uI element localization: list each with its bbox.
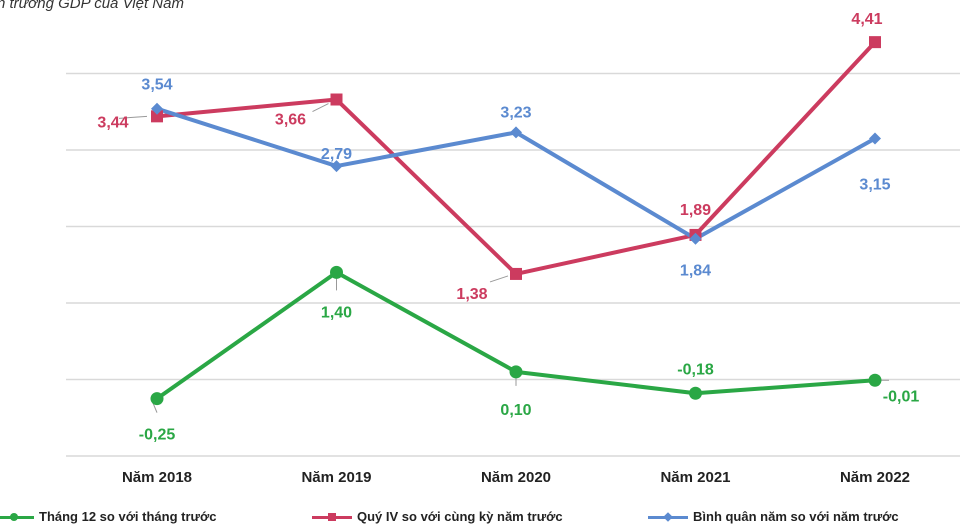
legend-swatch-diamond bbox=[648, 511, 688, 523]
leader-line bbox=[118, 115, 148, 119]
data-point bbox=[330, 265, 343, 279]
data-label: 1,38 bbox=[456, 286, 487, 303]
label-leader-lines bbox=[118, 103, 889, 413]
data-point bbox=[330, 160, 343, 173]
legend-item-blue: Bình quân năm so với năm trước bbox=[648, 509, 899, 524]
data-point bbox=[510, 267, 522, 280]
data-labels: -0,25 1,40 0,10 -0,18 -0,01 3,44 3,66 1,38 1,89 4… bbox=[97, 11, 919, 443]
legend-label: Bình quân năm so với năm trước bbox=[693, 509, 899, 524]
series-line bbox=[155, 40, 877, 276]
data-label: 3,15 bbox=[859, 177, 890, 194]
gridlines bbox=[66, 72, 960, 457]
data-label: -0,18 bbox=[677, 361, 714, 378]
x-tick-label: Năm 2020 bbox=[481, 469, 551, 486]
x-tick-label: Năm 2022 bbox=[840, 469, 910, 486]
chart-subtitle: n trưởng GDP của Việt Nam bbox=[0, 0, 184, 12]
data-label: 2,79 bbox=[321, 146, 352, 163]
line-chart: Năm 2018 Năm 2019 Năm 2020 Năm 2021 Năm 2022… bbox=[66, 11, 960, 486]
data-point bbox=[689, 232, 702, 245]
data-point bbox=[150, 392, 164, 406]
leader-line bbox=[489, 275, 509, 283]
series-markers bbox=[150, 36, 882, 406]
x-tick-label: Năm 2021 bbox=[660, 469, 730, 486]
legend-item-red: Quý IV so với cùng kỳ năm trước bbox=[312, 509, 563, 524]
series-lines bbox=[155, 40, 877, 401]
legend-label: Tháng 12 so với tháng trước bbox=[39, 509, 217, 524]
legend-item-green: Tháng 12 so với tháng trước bbox=[0, 509, 217, 524]
legend-swatch-circle bbox=[0, 511, 34, 523]
data-label: 1,40 bbox=[321, 304, 352, 321]
x-axis-ticks: Năm 2018 Năm 2019 Năm 2020 Năm 2021 Năm 2022 bbox=[122, 469, 910, 486]
data-point bbox=[869, 36, 881, 49]
data-point bbox=[151, 110, 163, 123]
data-label: 3,23 bbox=[500, 104, 531, 121]
data-label: 0,10 bbox=[500, 402, 531, 419]
data-point bbox=[509, 365, 523, 379]
x-tick-label: Năm 2018 bbox=[122, 469, 192, 486]
data-point bbox=[330, 93, 343, 106]
legend-swatch-square bbox=[312, 511, 352, 523]
data-label: 3,44 bbox=[97, 114, 128, 131]
data-label: 1,89 bbox=[680, 202, 711, 219]
data-label: 3,66 bbox=[275, 112, 306, 129]
data-point bbox=[869, 132, 881, 145]
leader-line bbox=[312, 103, 329, 112]
chart-legend: Tháng 12 so với tháng trước Quý IV so vớ… bbox=[0, 505, 969, 531]
data-point bbox=[510, 126, 522, 139]
data-label: -0,01 bbox=[883, 388, 920, 405]
data-label: -0,25 bbox=[139, 427, 176, 444]
x-tick-label: Năm 2019 bbox=[301, 469, 371, 486]
data-point bbox=[689, 386, 702, 400]
data-point bbox=[868, 373, 882, 387]
data-point bbox=[151, 102, 163, 115]
legend-label: Quý IV so với cùng kỳ năm trước bbox=[357, 509, 563, 524]
data-label: 3,54 bbox=[141, 77, 172, 94]
data-label: 4,41 bbox=[851, 11, 882, 28]
data-label: 1,84 bbox=[680, 263, 711, 280]
